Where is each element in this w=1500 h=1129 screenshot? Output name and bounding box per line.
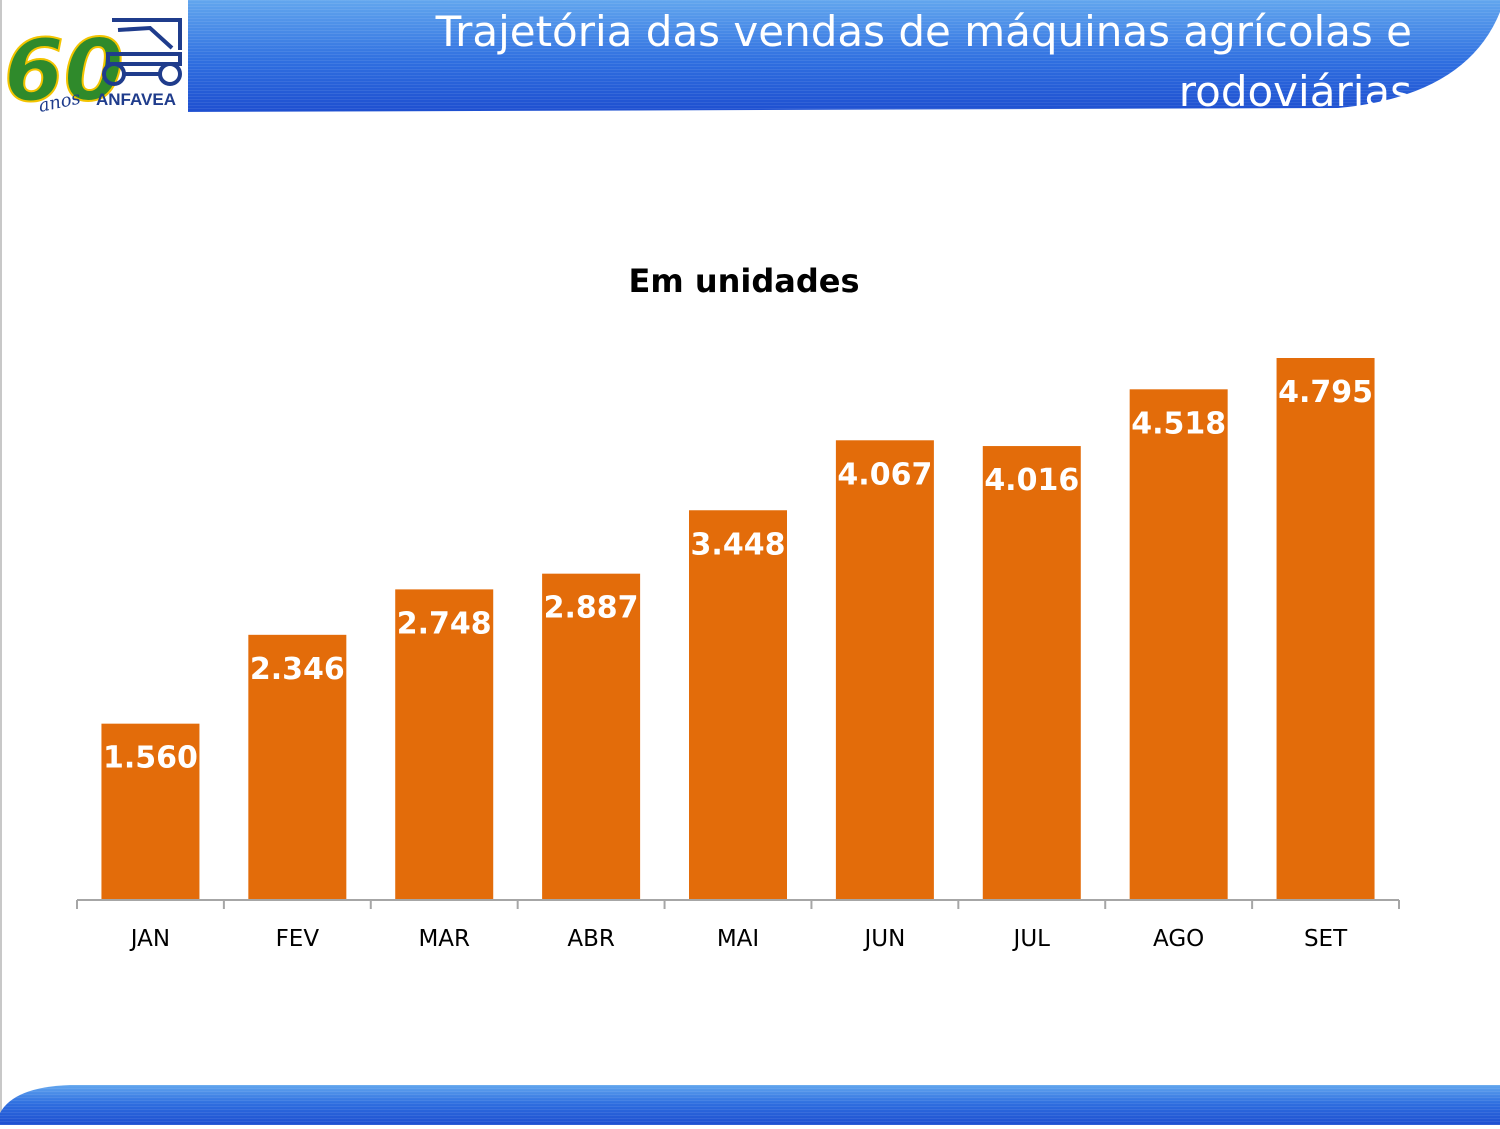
slide-title-line-1: Trajetória das vendas de máquinas agríco…: [435, 7, 1412, 116]
slide-title-line-2: 2016: [1305, 127, 1412, 176]
bar-fev: [248, 634, 347, 900]
bar-jan: [101, 723, 200, 900]
anfavea-60-anos-logo: 60 anos ANFAVEA: [0, 0, 188, 122]
chart-title: Em unidades: [628, 262, 860, 300]
data-label-jan: 1.560: [103, 741, 198, 776]
bar-mar: [395, 589, 494, 900]
data-label-jun: 4.067: [837, 457, 932, 492]
bar-ago: [1129, 389, 1228, 900]
data-label-mar: 2.748: [397, 606, 492, 641]
data-label-fev: 2.346: [250, 652, 345, 687]
logo-brand-text: ANFAVEA: [96, 90, 176, 109]
x-tick-label-mar: MAR: [418, 926, 470, 952]
x-tick-label-jan: JAN: [129, 926, 170, 952]
x-tick-label-mai: MAI: [717, 926, 759, 952]
data-label-jul: 4.016: [984, 463, 1079, 498]
tractor-icon: [102, 18, 182, 86]
bar-jul: [982, 446, 1081, 900]
header-band: [188, 0, 1500, 112]
x-tick-label-fev: FEV: [276, 926, 320, 952]
x-tick-label-set: SET: [1304, 926, 1348, 952]
x-tick-label-ago: AGO: [1153, 926, 1204, 952]
x-tick-label-jul: JUL: [1012, 926, 1051, 952]
x-tick-label-abr: ABR: [567, 926, 615, 952]
bar-jun: [835, 440, 934, 900]
footer-band: [0, 1085, 1500, 1125]
slide-left-border: [0, 0, 2, 1125]
data-label-abr: 2.887: [544, 591, 639, 626]
slide-title: Trajetória das vendas de máquinas agríco…: [192, 2, 1412, 182]
bar-abr: [542, 573, 641, 900]
data-label-set: 4.795: [1278, 375, 1373, 410]
bar-set: [1276, 358, 1375, 900]
data-label-mai: 3.448: [691, 527, 786, 562]
data-label-ago: 4.518: [1131, 406, 1226, 441]
bar-mai: [689, 510, 787, 900]
x-tick-label-jun: JUN: [862, 926, 905, 952]
